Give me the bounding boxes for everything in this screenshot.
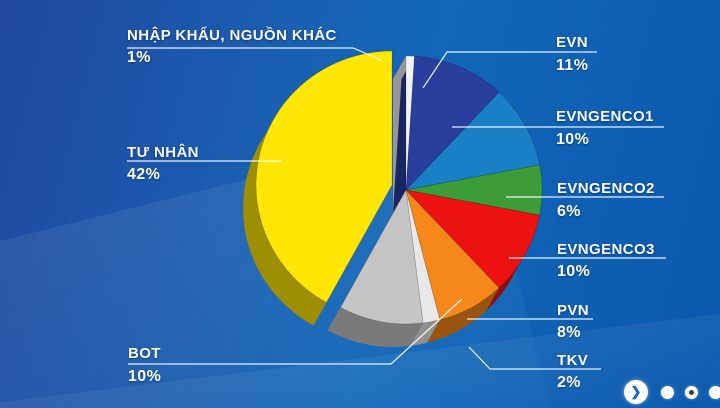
slice-percent: 8%: [557, 324, 581, 341]
callout-nhap-khau: NHẬP KHẨU, NGUỒN KHÁC 1%: [127, 27, 337, 67]
callout-tkv: TKV 2%: [557, 352, 589, 392]
slice-percent: 1%: [127, 49, 151, 66]
callout-evngenco1: EVNGENCO1 10%: [556, 108, 654, 149]
callout-pvn: PVN 8%: [557, 302, 590, 342]
slice-percent: 6%: [557, 203, 581, 220]
slice-label: NHẬP KHẨU, NGUỒN KHÁC: [127, 27, 337, 44]
carousel-dot[interactable]: [661, 386, 674, 399]
callout-evngenco2: EVNGENCO2 6%: [557, 180, 655, 221]
slice-label: PVN: [557, 302, 590, 319]
callout-tu-nhan: TƯ NHÂN 42%: [127, 144, 199, 184]
carousel-dot[interactable]: [685, 386, 698, 399]
slice-label: TKV: [557, 352, 589, 369]
slice-percent: 11%: [556, 57, 589, 74]
callout-evn: EVN 11%: [556, 34, 589, 75]
chevron-right-icon: ❯: [630, 384, 642, 399]
slice-label: EVNGENCO2: [557, 180, 655, 197]
callout-evngenco3: EVNGENCO3 10%: [557, 241, 655, 281]
carousel-dot[interactable]: [709, 386, 720, 399]
slice-percent: 10%: [557, 263, 591, 280]
slice-label: BOT: [128, 345, 161, 362]
slice-percent: 2%: [557, 374, 581, 391]
carousel-next-button[interactable]: ❯: [624, 380, 648, 404]
slice-percent: 10%: [128, 368, 162, 385]
slice-label: EVNGENCO3: [557, 241, 655, 258]
slice-percent: 10%: [556, 131, 590, 148]
callout-bot: BOT 10%: [128, 345, 162, 386]
slice-label: EVN: [556, 34, 589, 51]
slice-label: EVNGENCO1: [556, 108, 654, 125]
slice-percent: 42%: [127, 166, 161, 183]
slice-label: TƯ NHÂN: [127, 144, 199, 161]
